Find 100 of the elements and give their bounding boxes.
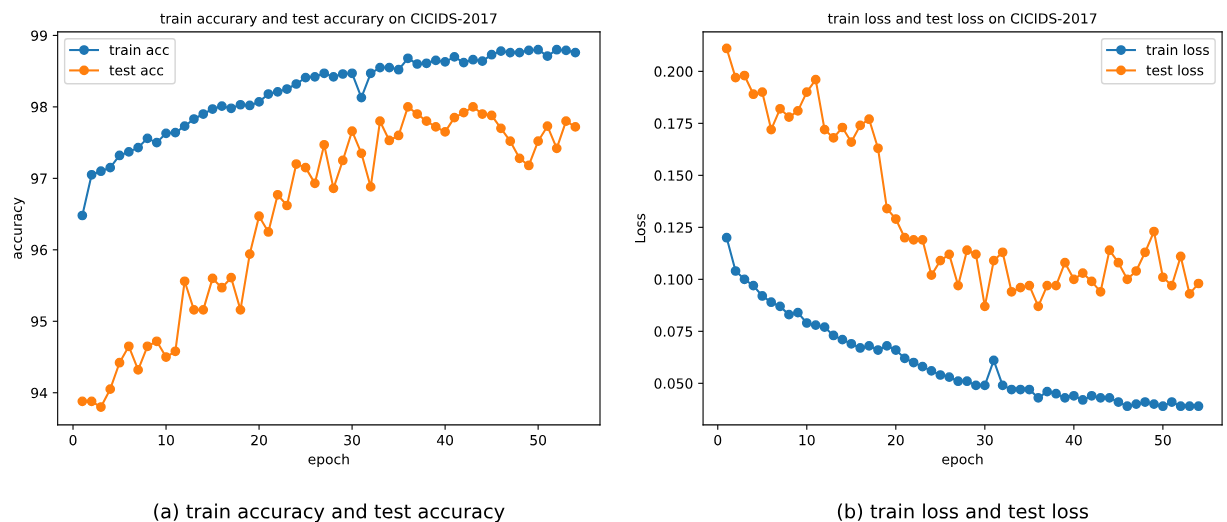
point <box>864 114 874 125</box>
point <box>882 341 892 351</box>
point <box>477 56 488 67</box>
point <box>997 380 1008 391</box>
point <box>899 232 910 243</box>
point <box>1024 280 1035 291</box>
point <box>1077 268 1088 278</box>
x-tick-label: 50 <box>530 434 547 446</box>
point <box>226 103 237 114</box>
point <box>263 89 274 99</box>
point <box>971 249 981 260</box>
text: (a) train accuracy and test accuracy <box>154 503 505 522</box>
point <box>523 160 534 171</box>
y-axis-title: Loss <box>635 213 646 243</box>
chart-title: train accurary and test accurary on CICIDS-2017 <box>160 12 497 27</box>
point <box>551 143 562 154</box>
point <box>477 109 488 119</box>
point <box>819 124 830 135</box>
point <box>837 122 848 133</box>
point <box>114 150 125 161</box>
point <box>1122 401 1133 412</box>
y-tick-label: 0.125 <box>654 222 693 233</box>
point <box>198 304 209 315</box>
point <box>1193 401 1204 412</box>
point <box>801 87 812 98</box>
point <box>300 72 311 83</box>
point <box>1193 278 1204 289</box>
point <box>962 245 972 256</box>
point <box>96 402 106 412</box>
x-tick-label: 20 <box>887 434 904 446</box>
chart-title: train loss and test loss on CICIDS-2017 <box>827 12 1097 24</box>
point <box>908 357 919 368</box>
point <box>837 334 848 345</box>
point <box>328 183 339 194</box>
point <box>935 370 946 380</box>
point <box>310 178 320 189</box>
point <box>1042 386 1053 397</box>
x-tick-label: 10 <box>799 434 815 446</box>
point <box>319 139 330 150</box>
point <box>1051 388 1061 399</box>
point <box>189 304 199 315</box>
point <box>1140 397 1150 407</box>
point <box>1131 266 1142 276</box>
point <box>170 346 181 357</box>
point <box>1113 257 1124 268</box>
y-tick-label: 0.200 <box>654 66 693 77</box>
point <box>151 137 162 148</box>
point <box>1175 401 1186 412</box>
point <box>114 357 125 368</box>
point <box>873 143 883 154</box>
point <box>828 133 839 143</box>
point <box>1140 247 1150 258</box>
point <box>1113 397 1124 407</box>
point <box>730 266 741 276</box>
point <box>347 126 357 137</box>
point <box>207 273 218 284</box>
point <box>828 330 839 341</box>
text: (b) train loss and test loss <box>837 503 1088 521</box>
point <box>179 276 190 287</box>
point <box>421 58 432 69</box>
point <box>864 341 874 351</box>
point <box>971 380 981 391</box>
point <box>962 376 972 387</box>
point <box>375 116 385 127</box>
x-axis-title: epoch <box>308 453 349 468</box>
point <box>935 255 946 266</box>
point <box>757 87 768 98</box>
legend-label: test acc <box>109 65 164 76</box>
point <box>997 247 1008 258</box>
point <box>403 53 413 64</box>
point <box>356 92 367 103</box>
point <box>1086 276 1097 287</box>
y-tick-label: 98 <box>31 101 47 113</box>
point <box>1095 286 1106 297</box>
point <box>216 282 227 293</box>
point <box>766 124 777 135</box>
point <box>468 102 478 112</box>
point <box>1077 395 1088 405</box>
point <box>953 376 963 387</box>
point <box>244 100 255 111</box>
x-tick-label: 20 <box>251 434 267 446</box>
point <box>793 307 803 318</box>
point <box>846 338 857 349</box>
point <box>189 114 199 124</box>
point <box>403 102 413 112</box>
point <box>179 121 190 132</box>
point <box>775 301 785 312</box>
y-tick-label: 95 <box>31 316 47 327</box>
point <box>846 137 857 147</box>
point <box>533 44 544 55</box>
point <box>310 72 320 82</box>
point <box>1166 397 1177 407</box>
point <box>1042 280 1053 291</box>
point <box>226 272 237 283</box>
point <box>748 280 759 291</box>
x-tick-label: 40 <box>1065 434 1082 446</box>
point <box>272 87 283 97</box>
point <box>440 127 450 137</box>
point <box>873 345 883 355</box>
point <box>793 106 803 116</box>
